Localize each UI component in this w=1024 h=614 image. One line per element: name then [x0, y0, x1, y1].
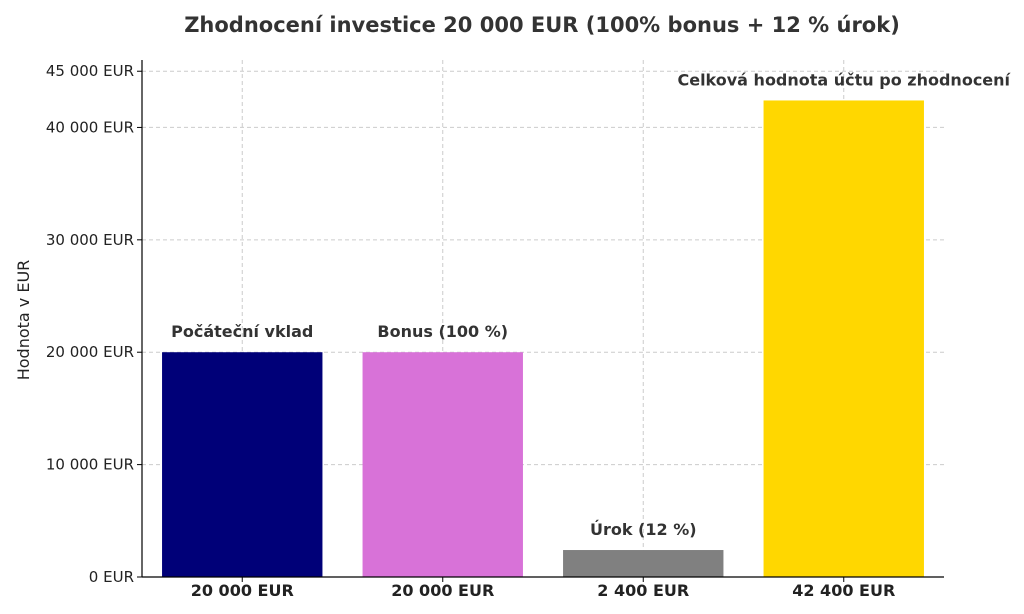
bar-annotation: Bonus (100 %) [377, 322, 508, 341]
y-tick-label: 30 000 EUR [46, 231, 134, 249]
y-tick-label: 10 000 EUR [46, 456, 134, 474]
bar-annotation: Úrok (12 %) [590, 520, 697, 539]
x-tick-label: 20 000 EUR [391, 581, 494, 600]
bar [362, 352, 523, 577]
bar-annotation: Celková hodnota účtu po zhodnocení [677, 70, 1011, 89]
x-tick-label: 20 000 EUR [191, 581, 294, 600]
bar [563, 550, 724, 577]
y-tick-label: 0 EUR [89, 568, 134, 586]
bar [162, 352, 323, 577]
bar-annotation: Počáteční vklad [171, 322, 313, 341]
y-axis-label: Hodnota v EUR [14, 260, 33, 381]
axis-layer [141, 60, 944, 578]
bar-layer [162, 100, 924, 577]
label-layer: 0 EUR 10 000 EUR 20 000 EUR 30 000 EUR 40 00… [46, 62, 1012, 600]
chart-title: Zhodnocení investice 20 000 EUR (100% bo… [184, 13, 900, 37]
x-tick-label: 42 400 EUR [792, 581, 895, 600]
x-tick-label: 2 400 EUR [597, 581, 689, 600]
y-tick-label: 45 000 EUR [46, 62, 134, 80]
bar [763, 100, 924, 577]
y-tick-label: 40 000 EUR [46, 118, 134, 136]
y-tick-label: 20 000 EUR [46, 343, 134, 361]
